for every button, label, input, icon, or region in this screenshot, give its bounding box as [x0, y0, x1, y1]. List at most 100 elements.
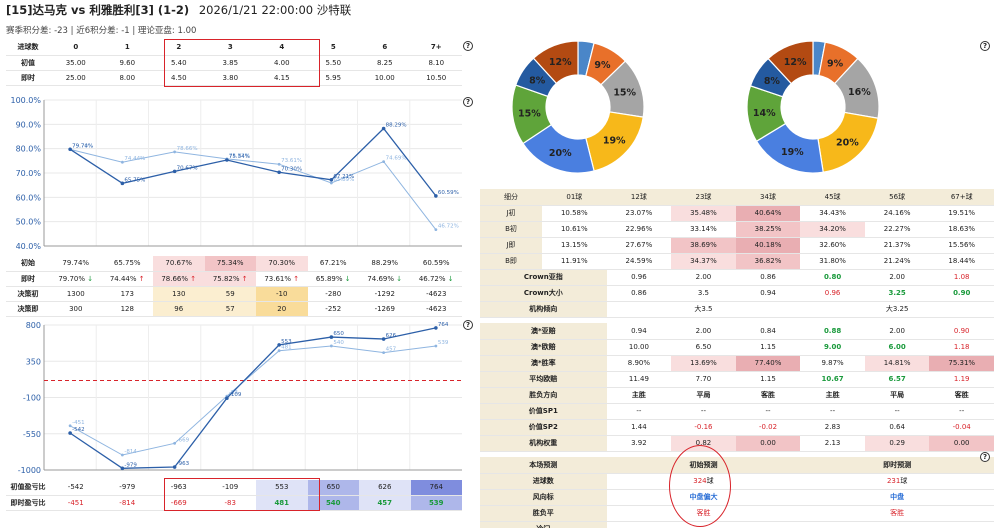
help-icon[interactable]: ?: [463, 97, 473, 107]
cell: 1.08: [929, 269, 994, 286]
cell: 70.67%: [153, 256, 205, 272]
row-label: 胜负平: [480, 505, 607, 522]
cell: 88.29%: [359, 256, 411, 272]
row-label: 冷门: [480, 521, 607, 528]
row-label: B初: [480, 221, 543, 238]
slice-label: 19%: [603, 136, 626, 147]
donut-slice: [532, 40, 579, 85]
predict-header: 即时预测: [800, 457, 994, 474]
cell: 2.83: [800, 419, 865, 436]
cell: 33.14%: [671, 221, 736, 238]
predict-header: 本场预测: [480, 457, 607, 474]
slice-label: 8%: [529, 75, 546, 86]
row-label: 机构倾向: [480, 301, 607, 318]
cell: 平局: [671, 387, 736, 404]
help-icon[interactable]: ?: [980, 452, 990, 462]
split-row-j-initial: J初 10.58% 23.07% 35.48% 40.64% 34.43% 24…: [480, 205, 994, 222]
y-tick-label: 350: [26, 357, 41, 366]
cell: 0.00: [929, 435, 994, 452]
cell: 300: [50, 301, 102, 317]
cell: 10.67: [800, 371, 865, 388]
data-point: [277, 162, 281, 166]
cell: 13.15%: [542, 237, 607, 254]
slice-label: 12%: [549, 57, 572, 68]
row-label: 进球数: [480, 473, 607, 490]
cell: 0.94: [735, 285, 801, 302]
goals-col: 1: [101, 40, 153, 56]
cell: 36.82%: [735, 253, 801, 270]
cell: 231球: [800, 473, 994, 490]
cell: 10.00: [359, 70, 411, 86]
cell: --: [735, 403, 801, 420]
cell: 96: [153, 301, 205, 317]
help-icon[interactable]: ?: [980, 41, 990, 51]
cell: 77.40%: [735, 355, 801, 372]
slice-label: 15%: [613, 88, 636, 99]
goals-col: 4: [256, 40, 308, 56]
prob-initial-row: 初始 79.74% 65.75% 70.67% 75.34% 70.30% 67…: [6, 256, 462, 272]
cell: 10.58%: [542, 205, 607, 222]
data-point: [120, 181, 125, 186]
y-tick-label: -100: [23, 394, 41, 403]
donut-chart-left: 9% 15% 19% 20% 15% 8%12%: [511, 40, 645, 174]
data-point: [120, 453, 124, 457]
cell: 客胜: [929, 387, 994, 404]
cell: 73.61% ↑: [256, 271, 308, 287]
cell: 65.75%: [101, 256, 153, 272]
data-point: [172, 169, 177, 174]
cell: 75.31%: [929, 355, 994, 372]
cell: 27.67%: [606, 237, 672, 254]
cell: 0.84: [735, 323, 801, 340]
chart-lines: 79.70% 74.44% 78.66% 75.82% 73.61% 65.89% 74.6…: [68, 122, 459, 232]
cell: 5.40: [153, 55, 205, 71]
predict-wind-row: 风向标 中盘偏大 中盘: [480, 489, 994, 506]
data-label: 60.59%: [438, 190, 459, 196]
data-label: -451: [72, 420, 84, 426]
cell: 70.30%: [256, 256, 308, 272]
cell: 22.27%: [864, 221, 930, 238]
predict-goals-row: 进球数 324球 231球: [480, 473, 994, 490]
row-label: 平均欧赔: [480, 371, 607, 388]
cell: 74.69% ↓: [359, 271, 411, 287]
cell: 9.00: [800, 339, 865, 356]
data-label: 70.30%: [281, 166, 302, 172]
goals-live-row: 即时 25.00 8.00 4.50 3.80 4.15 5.95 10.00 …: [6, 70, 462, 86]
cell: 20: [256, 301, 308, 317]
data-point: [277, 343, 281, 347]
cell: -1292: [359, 286, 411, 302]
cell: -109: [204, 480, 256, 496]
cell: --: [606, 403, 672, 420]
row-label: 初始: [6, 256, 50, 272]
row-label: 价值SP1: [480, 403, 607, 420]
data-label: 73.61%: [281, 158, 302, 164]
data-label: 70.67%: [177, 165, 198, 171]
cell: 128: [101, 301, 153, 317]
cell: 1300: [50, 286, 102, 302]
slice-label: 9%: [594, 60, 611, 71]
data-label: 75.34%: [229, 154, 250, 160]
row-label: 决策即: [6, 301, 50, 317]
row-label: 即时: [6, 70, 50, 86]
cell: 173: [101, 286, 153, 302]
row-label: 初值: [6, 55, 50, 71]
cell: 7.70: [671, 371, 736, 388]
goals-odds-table: 进球数 0 1 2 3 4 5 6 7+ 初值 35.00 9.60 5.40 …: [6, 40, 462, 86]
cell: 10.00: [606, 339, 672, 356]
cell: 59: [204, 286, 256, 302]
series-line: [69, 345, 436, 456]
cell: 8.10: [410, 55, 462, 71]
data-point: [277, 170, 281, 175]
cell: 0.94: [606, 323, 672, 340]
col-header: 34球: [735, 189, 801, 206]
cell: 19.51%: [929, 205, 994, 222]
cell: 11.49: [606, 371, 672, 388]
cell: -814: [101, 495, 153, 511]
y-tick-label: 40.0%: [16, 242, 42, 251]
probability-line-chart: 100.0% 90.0% 80.0% 70.0% 60.0% 50.0% 40.0% 79.…: [10, 96, 462, 251]
slice-label: 16%: [848, 87, 871, 98]
cell: 9.60: [101, 55, 153, 71]
slice-label: 8%: [764, 76, 781, 87]
goals-initial-row: 初值 35.00 9.60 5.40 3.85 4.00 5.50 8.25 8…: [6, 55, 462, 71]
help-icon[interactable]: ?: [463, 320, 473, 330]
help-icon[interactable]: ?: [463, 41, 473, 51]
